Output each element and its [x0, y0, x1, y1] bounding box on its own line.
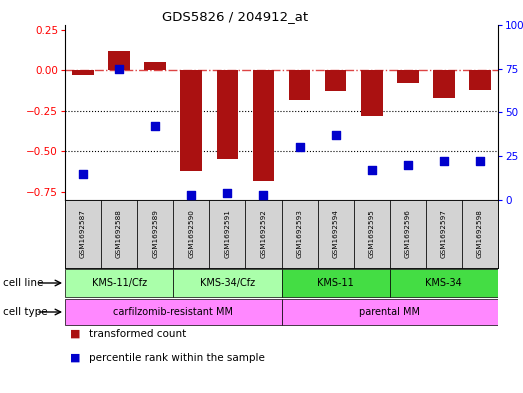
Text: GSM1692598: GSM1692598	[477, 209, 483, 259]
Bar	[325, 70, 346, 92]
Point	[79, 171, 87, 177]
Point	[259, 192, 268, 198]
Point	[476, 158, 484, 165]
FancyBboxPatch shape	[390, 268, 498, 298]
FancyBboxPatch shape	[101, 200, 137, 268]
Text: KMS-11/Cfz: KMS-11/Cfz	[92, 278, 146, 288]
Text: cell line: cell line	[3, 278, 43, 288]
Text: cell type: cell type	[3, 307, 47, 317]
Bar	[289, 70, 310, 99]
Bar	[180, 70, 202, 171]
Bar	[361, 70, 382, 116]
Text: ■: ■	[70, 329, 81, 339]
FancyBboxPatch shape	[173, 268, 281, 298]
Bar	[469, 70, 491, 90]
Text: GSM1692590: GSM1692590	[188, 209, 194, 259]
Point	[151, 123, 160, 130]
FancyBboxPatch shape	[462, 200, 498, 268]
Text: GSM1692595: GSM1692595	[369, 209, 374, 259]
Text: GSM1692587: GSM1692587	[80, 209, 86, 259]
Text: GSM1692589: GSM1692589	[152, 209, 158, 259]
Bar	[108, 51, 130, 70]
Text: KMS-11: KMS-11	[317, 278, 354, 288]
FancyBboxPatch shape	[281, 200, 317, 268]
FancyBboxPatch shape	[354, 200, 390, 268]
FancyBboxPatch shape	[209, 200, 245, 268]
Text: transformed count: transformed count	[88, 329, 186, 339]
Point	[332, 132, 340, 138]
Bar	[144, 62, 166, 70]
Bar	[433, 70, 454, 98]
FancyBboxPatch shape	[245, 200, 281, 268]
Text: GDS5826 / 204912_at: GDS5826 / 204912_at	[162, 10, 309, 23]
FancyBboxPatch shape	[65, 200, 101, 268]
Point	[440, 158, 448, 165]
FancyBboxPatch shape	[65, 299, 281, 325]
Bar	[72, 70, 94, 75]
Text: KMS-34/Cfz: KMS-34/Cfz	[200, 278, 255, 288]
FancyBboxPatch shape	[426, 200, 462, 268]
FancyBboxPatch shape	[281, 268, 390, 298]
Text: GSM1692593: GSM1692593	[297, 209, 302, 259]
Point	[404, 162, 412, 168]
Text: ■: ■	[70, 353, 81, 363]
Text: GSM1692591: GSM1692591	[224, 209, 230, 259]
Bar	[253, 70, 274, 180]
Point	[295, 144, 304, 151]
Text: parental MM: parental MM	[359, 307, 420, 317]
Point	[223, 190, 232, 196]
Point	[368, 167, 376, 173]
FancyBboxPatch shape	[137, 200, 173, 268]
FancyBboxPatch shape	[65, 268, 173, 298]
Text: percentile rank within the sample: percentile rank within the sample	[88, 353, 265, 363]
FancyBboxPatch shape	[390, 200, 426, 268]
FancyBboxPatch shape	[317, 200, 354, 268]
FancyBboxPatch shape	[173, 200, 209, 268]
Bar	[397, 70, 418, 83]
FancyBboxPatch shape	[281, 299, 498, 325]
Text: carfilzomib-resistant MM: carfilzomib-resistant MM	[113, 307, 233, 317]
Text: GSM1692596: GSM1692596	[405, 209, 411, 259]
Text: GSM1692592: GSM1692592	[260, 209, 266, 259]
Text: GSM1692588: GSM1692588	[116, 209, 122, 259]
Text: KMS-34: KMS-34	[426, 278, 462, 288]
Text: GSM1692597: GSM1692597	[441, 209, 447, 259]
Text: GSM1692594: GSM1692594	[333, 209, 338, 259]
Point	[187, 192, 196, 198]
Bar	[217, 70, 238, 160]
Point	[115, 66, 123, 72]
